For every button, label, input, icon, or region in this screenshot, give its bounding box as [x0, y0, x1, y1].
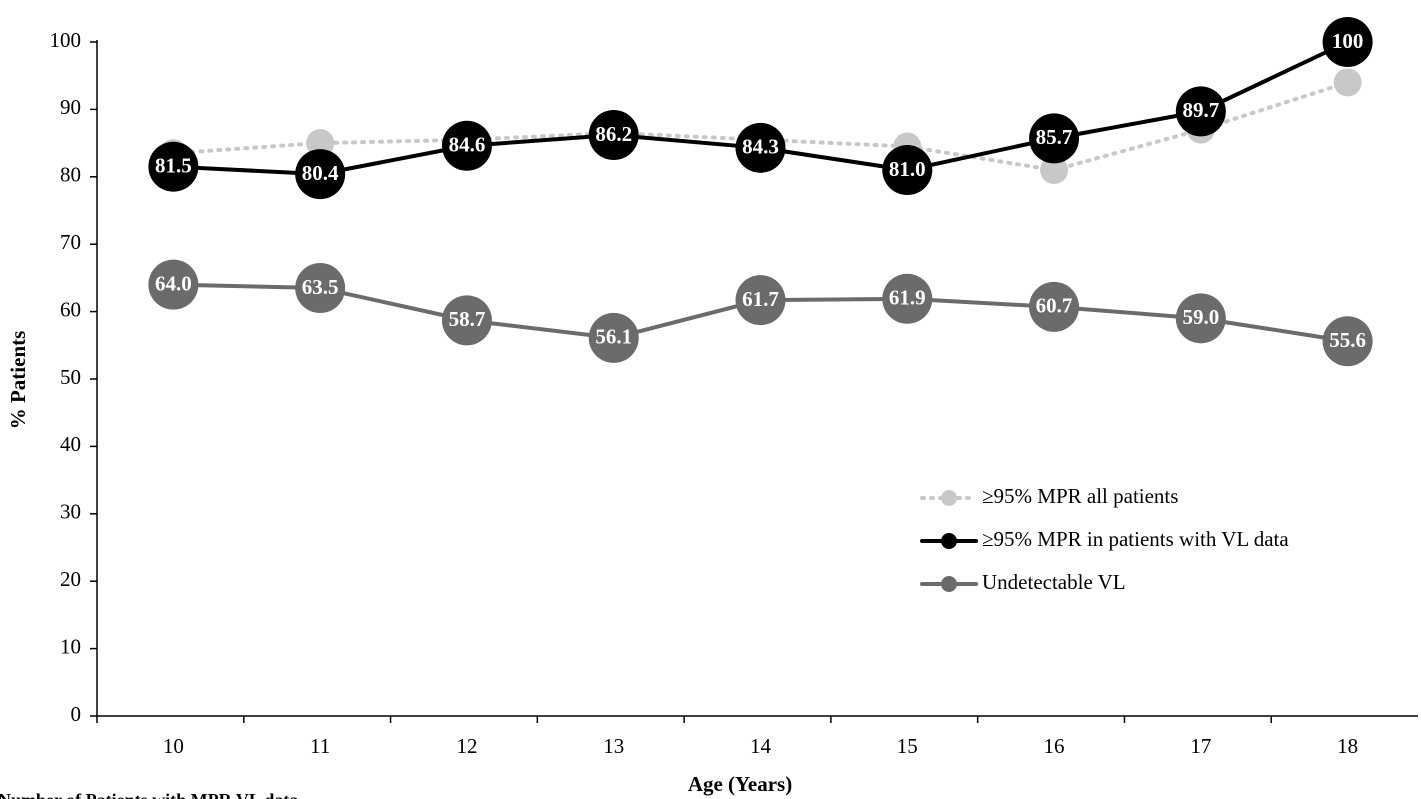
marker — [1322, 316, 1373, 367]
x-tick-label: 11 — [310, 734, 330, 758]
marker — [148, 141, 199, 192]
data-label: 80.4 — [302, 161, 339, 185]
data-label: 86.2 — [595, 122, 632, 146]
legend-marker — [941, 490, 957, 506]
data-label: 58.7 — [449, 307, 486, 331]
marker — [1029, 281, 1080, 332]
y-axis-label: % Patients — [6, 331, 30, 430]
data-label: 81.5 — [155, 154, 192, 178]
data-label: 64.0 — [155, 271, 192, 295]
data-label: 61.7 — [742, 287, 779, 311]
x-tick-label: 12 — [456, 734, 477, 758]
marker — [735, 275, 786, 326]
y-tick-label: 70 — [60, 230, 81, 254]
y-tick-label: 10 — [60, 634, 81, 658]
x-tick-label: 16 — [1044, 734, 1065, 758]
data-label: 61.9 — [889, 286, 926, 310]
marker — [1175, 86, 1226, 137]
y-tick-label: 100 — [50, 28, 82, 52]
y-tick-label: 90 — [60, 95, 81, 119]
y-tick-label: 50 — [60, 365, 81, 389]
y-tick-label: 80 — [60, 163, 81, 187]
legend-label: ≥95% MPR all patients — [982, 484, 1178, 508]
marker — [735, 122, 786, 173]
y-tick-label: 0 — [71, 702, 82, 726]
legend-label: Undetectable VL — [982, 570, 1126, 594]
data-label: 63.5 — [302, 275, 339, 299]
x-tick-label: 10 — [163, 734, 184, 758]
x-tick-label: 17 — [1190, 734, 1211, 758]
marker — [1322, 17, 1373, 67]
x-tick-label: 15 — [897, 734, 918, 758]
marker — [588, 312, 639, 363]
marker — [441, 295, 492, 346]
y-tick-label: 30 — [60, 500, 81, 524]
data-label: 60.7 — [1036, 294, 1073, 318]
marker — [1175, 293, 1226, 344]
marker — [588, 110, 639, 161]
marker — [295, 149, 346, 200]
data-label: 100 — [1332, 29, 1364, 53]
x-axis-label: Age (Years) — [688, 772, 792, 796]
x-tick-label: 14 — [750, 734, 772, 758]
data-label: 84.3 — [742, 135, 779, 159]
marker — [306, 129, 335, 158]
legend-marker — [941, 576, 957, 592]
data-label: 56.1 — [595, 325, 632, 349]
y-tick-label: 40 — [60, 432, 81, 456]
data-label: 89.7 — [1182, 98, 1219, 122]
marker — [882, 145, 933, 196]
marker — [1029, 113, 1080, 164]
x-tick-label: 13 — [603, 734, 624, 758]
legend-marker — [941, 533, 957, 549]
marker — [1333, 68, 1362, 97]
data-label: 59.0 — [1182, 305, 1219, 329]
data-label: 81.0 — [889, 157, 926, 181]
data-label: 85.7 — [1036, 125, 1073, 149]
footnote: Number of Patients with MPR VL data — [0, 790, 298, 799]
series: 64.0 63.5 58.7 56.1 61.7 61.9 60.7 59.0 55.6 — [148, 259, 1373, 367]
marker — [148, 259, 199, 310]
data-label: 84.6 — [449, 133, 486, 157]
data-label: 55.6 — [1329, 328, 1366, 352]
y-tick-label: 60 — [60, 297, 81, 321]
marker — [441, 120, 492, 171]
marker — [295, 263, 346, 314]
series: 81.5 80.4 84.6 86.2 84.3 81.0 85.7 89.7 100 — [148, 17, 1373, 200]
legend-label: ≥95% MPR in patients with VL data — [982, 527, 1289, 551]
y-tick-label: 20 — [60, 567, 81, 591]
marker — [1040, 156, 1069, 185]
marker — [882, 273, 933, 324]
x-tick-label: 18 — [1337, 734, 1358, 758]
